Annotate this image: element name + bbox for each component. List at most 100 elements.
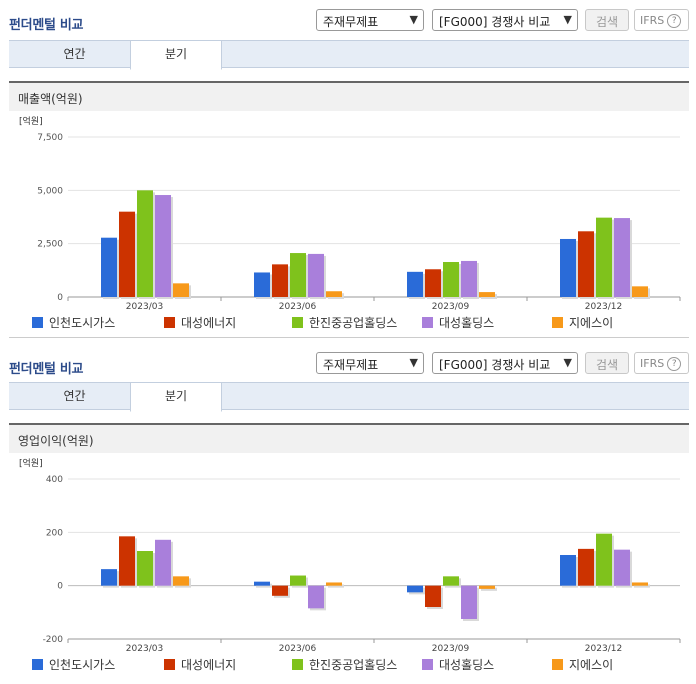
bar-shadow — [634, 584, 650, 588]
search-button[interactable]: 검색 — [585, 352, 629, 374]
bar — [425, 269, 441, 297]
y-tick-label: 0 — [57, 582, 63, 592]
x-tick-label: 2023/09 — [432, 644, 470, 654]
legend-item[interactable]: 지에스이 — [552, 656, 613, 673]
legend-swatch — [292, 317, 303, 328]
statement-type-select[interactable]: 주재무제표 ▼ — [316, 9, 424, 31]
y-tick-label: 7,500 — [37, 133, 63, 143]
legend-item[interactable]: 대성홀딩스 — [422, 314, 494, 331]
bar — [632, 582, 648, 586]
bar — [101, 569, 117, 586]
y-axis-unit-label: [억원] — [19, 457, 43, 469]
peer-group-value: [FG000] 경쟁사 비교 — [439, 358, 551, 372]
section-title: 펀더멘털 비교 — [9, 362, 84, 377]
chart-title: 매출액(억원) — [9, 81, 689, 111]
legend-swatch — [552, 659, 563, 670]
chevron-down-icon: ▼ — [409, 356, 418, 369]
question-circle-icon: ? — [667, 14, 682, 28]
legend-swatch — [552, 317, 563, 328]
bar — [326, 582, 342, 586]
operating-profit-chart: [억원] -200 0 200 400 2023/03 2023/06 2023/09 2023… — [19, 457, 681, 654]
peer-group-select[interactable]: [FG000] 경쟁사 비교 ▼ — [432, 9, 578, 31]
legend-item[interactable]: 인천도시가스 — [32, 656, 115, 673]
bar — [326, 291, 342, 297]
bar-shadow — [328, 584, 344, 588]
legend-swatch — [164, 659, 175, 670]
peer-group-value: [FG000] 경쟁사 비교 — [439, 15, 551, 29]
bar — [578, 231, 594, 297]
legend-swatch — [422, 317, 433, 328]
x-tick-label: 2023/12 — [585, 302, 622, 312]
ifrs-label: IFRS — [640, 357, 665, 370]
bar — [119, 536, 135, 586]
bar — [308, 585, 324, 609]
bar — [137, 190, 153, 297]
tab-annual[interactable]: 연간 — [63, 389, 86, 403]
legend-swatch — [422, 659, 433, 670]
bar — [119, 211, 135, 297]
bar — [254, 581, 270, 586]
fundamental-section-1: 펀더멘털 비교 주재무제표 ▼ [FG000] 경쟁사 비교 ▼ 검색 IFRS… — [9, 9, 689, 338]
bar — [614, 549, 630, 586]
legend-label: 지에스이 — [569, 658, 614, 672]
tab-annual[interactable]: 연간 — [63, 47, 86, 61]
bar — [290, 575, 306, 586]
bar — [155, 195, 171, 297]
bar — [137, 551, 153, 586]
tab-quarterly[interactable]: 분기 — [130, 40, 222, 70]
tab-quarterly[interactable]: 분기 — [130, 382, 222, 412]
bar — [578, 548, 594, 586]
legend-swatch — [164, 317, 175, 328]
legend-item[interactable]: 대성홀딩스 — [422, 656, 494, 673]
y-tick-label: -200 — [43, 635, 64, 645]
legend-label: 대성홀딩스 — [439, 316, 495, 330]
bar — [407, 271, 423, 297]
period-tabs: 연간 분기 — [9, 382, 689, 412]
y-tick-label: 5,000 — [37, 186, 63, 196]
legend-item[interactable]: 한진중공업홀딩스 — [292, 314, 397, 331]
bar — [632, 286, 648, 297]
search-button[interactable]: 검색 — [585, 9, 629, 31]
bar — [443, 576, 459, 586]
legend-item[interactable]: 지에스이 — [552, 314, 613, 331]
bar — [614, 218, 630, 297]
bar — [425, 585, 441, 607]
bar — [560, 555, 576, 586]
legend-swatch — [32, 317, 43, 328]
bar — [443, 262, 459, 297]
legend-label: 인천도시가스 — [49, 658, 116, 672]
fundamental-section-2: 펀더멘털 비교 주재무제표 ▼ [FG000] 경쟁사 비교 ▼ 검색 IFRS… — [0, 342, 696, 684]
revenue-chart: [억원] 0 2,500 5,000 7,500 2023/03 2023/06 2023/0… — [19, 115, 681, 312]
statement-type-value: 주재무제표 — [323, 15, 379, 29]
legend-item[interactable]: 대성에너지 — [164, 656, 236, 673]
bar — [461, 585, 477, 619]
legend-item[interactable]: 인천도시가스 — [32, 314, 115, 331]
period-tabs: 연간 분기 — [9, 40, 689, 70]
ifrs-help-button[interactable]: IFRS? — [634, 9, 689, 31]
legend-item[interactable]: 대성에너지 — [164, 314, 236, 331]
legend-item[interactable]: 한진중공업홀딩스 — [292, 656, 397, 673]
legend-label: 지에스이 — [569, 316, 614, 330]
chevron-down-icon: ▼ — [409, 13, 418, 26]
bar — [596, 217, 612, 297]
legend-swatch — [292, 659, 303, 670]
bar — [461, 260, 477, 297]
bar-shadow — [481, 587, 497, 591]
x-tick-label: 2023/06 — [279, 644, 317, 654]
legend-label: 대성에너지 — [181, 316, 237, 330]
bar — [308, 253, 324, 297]
chevron-down-icon: ▼ — [563, 13, 572, 26]
y-axis-unit-label: [억원] — [19, 115, 43, 127]
statement-type-select[interactable]: 주재무제표 ▼ — [316, 352, 424, 374]
chevron-down-icon: ▼ — [563, 356, 572, 369]
peer-group-select[interactable]: [FG000] 경쟁사 비교 ▼ — [432, 352, 578, 374]
legend-label: 대성홀딩스 — [439, 658, 495, 672]
bar — [479, 292, 495, 297]
y-tick-label: 200 — [46, 528, 63, 538]
ifrs-help-button[interactable]: IFRS? — [634, 352, 689, 374]
bar — [596, 533, 612, 586]
statement-type-value: 주재무제표 — [323, 358, 379, 372]
bar — [407, 585, 423, 593]
bar — [560, 238, 576, 297]
bar — [272, 264, 288, 297]
